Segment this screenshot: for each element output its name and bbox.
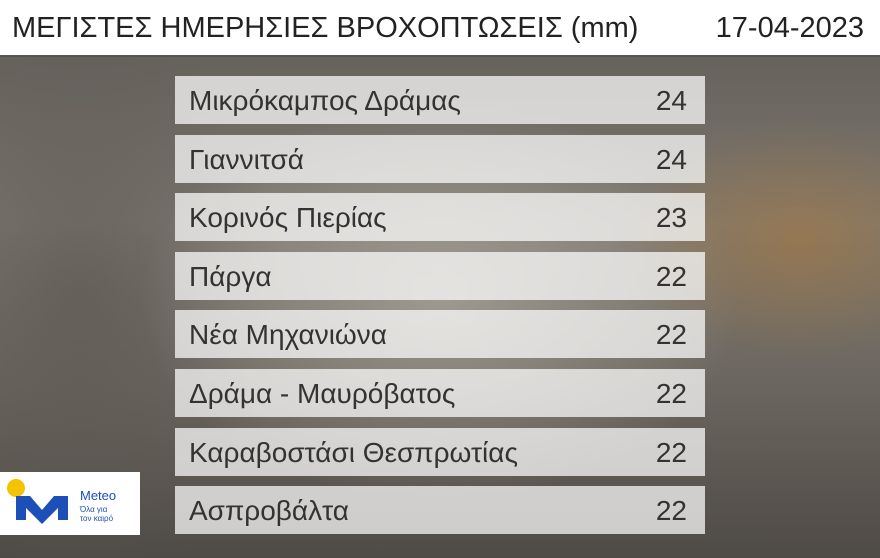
station-name: Δράμα - Μαυρόβατος	[189, 378, 456, 409]
rainfall-value: 24	[655, 85, 687, 116]
logo-tagline: Όλα για	[80, 505, 108, 514]
logo-tagline: τον καιρό	[80, 514, 114, 523]
date: 17-04-2023	[715, 12, 864, 44]
station-name: Κορινός Πιερίας	[189, 202, 387, 234]
station-name: Μικρόκαμπος Δράμας	[189, 85, 461, 116]
rainfall-value: 23	[655, 202, 687, 234]
table-row: Ασπροβάλτα 22	[175, 486, 705, 535]
station-name: Πάργα	[189, 260, 272, 292]
table-row: Δράμα - Μαυρόβατος 22	[175, 369, 705, 417]
station-name: Ασπροβάλτα	[189, 495, 349, 527]
table-row: Γιαννιτσά 24	[175, 134, 705, 183]
title: ΜΕΓΙΣΤΕΣ ΗΜΕΡΗΣΙΕΣ ΒΡΟΧΟΠΤΩΣΕΙΣ (mm)	[12, 12, 639, 44]
rainfall-value: 22	[655, 260, 687, 292]
rainfall-value: 22	[655, 436, 687, 468]
table-row: Νέα Μηχανιώνα 22	[175, 310, 705, 359]
station-name: Καραβοστάσι Θεσπρωτίας	[189, 436, 518, 468]
logo-name: Meteo	[80, 488, 117, 503]
table-row: Πάργα 22	[175, 251, 705, 300]
table-row: Καραβοστάσι Θεσπρωτίας 22	[175, 427, 705, 476]
rainfall-value: 22	[655, 319, 687, 351]
header: ΜΕΓΙΣΤΕΣ ΗΜΕΡΗΣΙΕΣ ΒΡΟΧΟΠΤΩΣΕΙΣ (mm) 17-…	[0, 0, 880, 57]
table-row: Μικρόκαμπος Δράμας 24	[175, 76, 705, 124]
table-row: Κορινός Πιερίας 23	[175, 193, 705, 242]
rainfall-value: 24	[655, 143, 687, 175]
logo: Meteo Όλα για τον καιρό	[0, 472, 140, 535]
rainfall-value: 22	[655, 378, 687, 409]
station-name: Νέα Μηχανιώνα	[189, 319, 387, 351]
logo-icon	[7, 479, 68, 524]
rainfall-value: 22	[655, 495, 687, 527]
station-name: Γιαννιτσά	[189, 143, 304, 175]
